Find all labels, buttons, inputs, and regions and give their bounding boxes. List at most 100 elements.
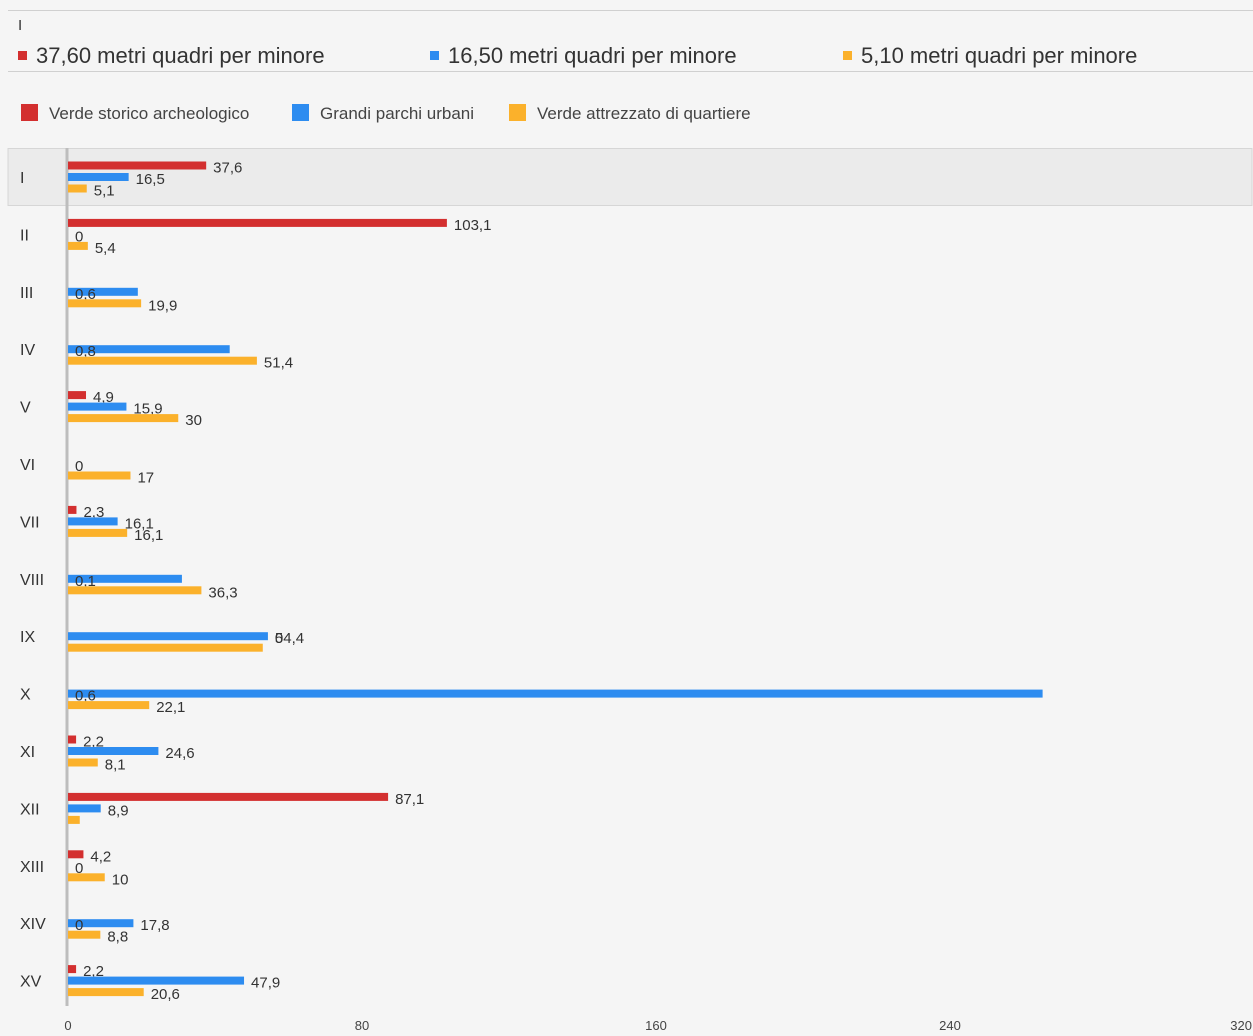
category-label-xii: XII — [20, 801, 40, 818]
value-label-xiii-series-2: 10 — [112, 871, 129, 888]
x-tick-label-80: 80 — [355, 1018, 369, 1033]
category-label-iv: IV — [20, 342, 35, 359]
value-label-xi-series-2: 8,1 — [105, 757, 126, 774]
value-label-i-series-2: 5,1 — [94, 183, 115, 200]
bar-vii-series-0 — [68, 505, 77, 514]
legend-swatch-blue — [292, 104, 309, 122]
tooltip-entry-yellow-label: 5,10 metri quadri per minore — [861, 43, 1138, 68]
value-label-v-series-0: 4,9 — [93, 389, 114, 406]
legend-item-verde-attrezzato[interactable]: Verde attrezzato di quartiere — [509, 104, 751, 124]
category-label-vi: VI — [20, 457, 35, 474]
bar-ii-series-0 — [68, 218, 447, 227]
value-label-end-vii-series-1: 16,1 — [125, 515, 154, 532]
bar-ix-series-2 — [68, 643, 263, 652]
tooltip-entry-yellow: 5,10 metri quadri per minore — [843, 43, 1137, 69]
category-label-viii: VIII — [20, 572, 44, 589]
value-label-vi-series-2: 17 — [137, 470, 154, 487]
bar-xii-series-0 — [68, 792, 389, 801]
value-label-i-series-0: 37,6 — [213, 160, 242, 177]
value-label-x-series-2: 22,1 — [156, 699, 185, 716]
value-label-xiii-series-0: 4,2 — [90, 848, 111, 865]
value-label-xiii-series-1: 0 — [75, 860, 83, 877]
category-label-xv: XV — [20, 974, 42, 991]
bar-iii-series-2 — [68, 299, 142, 308]
value-label-end-xiv-series-1: 17,8 — [140, 917, 169, 934]
value-label-iv-series-2: 51,4 — [264, 355, 293, 372]
bar-vii-series-1 — [68, 517, 118, 526]
bar-viii-series-1 — [68, 574, 182, 583]
x-tick-label-320: 320 — [1230, 1018, 1252, 1033]
bar-i-series-1 — [68, 173, 129, 181]
category-label-x: X — [20, 687, 31, 704]
value-label-xiv-series-2: 8,8 — [107, 929, 128, 946]
category-label-ix: IX — [20, 629, 35, 646]
value-label-ii-series-2: 5,4 — [95, 240, 116, 257]
bar-xiv-series-2 — [68, 930, 101, 939]
bar-vii-series-2 — [68, 528, 128, 537]
tooltip: I 37,60 metri quadri per minore 16,50 me… — [8, 10, 1253, 72]
value-label-xv-series-1: 47,9 — [251, 975, 280, 992]
bar-xi-series-2 — [68, 758, 98, 767]
value-label-xi-series-1: 24,6 — [165, 745, 194, 762]
value-label-xiv-series-1: 0 — [75, 917, 83, 934]
legend-label-verde-attrezzato: Verde attrezzato di quartiere — [537, 104, 751, 123]
category-label-i: I — [20, 170, 24, 187]
legend-item-grandi-parchi[interactable]: Grandi parchi urbani — [292, 104, 474, 124]
value-label-iv-series-1: 0,8 — [75, 343, 96, 360]
bar-v-series-0 — [68, 391, 87, 400]
x-tick-label-0: 0 — [64, 1018, 71, 1033]
legend-label-verde-storico: Verde storico archeologico — [49, 104, 250, 123]
tooltip-entry-blue: 16,50 metri quadri per minore — [430, 43, 737, 69]
bar-xii-series-2 — [68, 815, 80, 824]
bar-viii-series-2 — [68, 586, 202, 595]
value-label-xi-series-0: 2,2 — [83, 734, 104, 751]
value-label-xii-series-0: 87,1 — [395, 791, 424, 808]
value-label-viii-series-1: 0,1 — [75, 573, 96, 590]
category-label-vii: VII — [20, 514, 40, 531]
bar-xiii-series-0 — [68, 850, 84, 859]
value-label-vii-series-0: 2,3 — [83, 504, 104, 521]
value-label-ii-series-0: 103,1 — [454, 217, 492, 234]
value-label-vii-series-2: 16,1 — [134, 527, 163, 544]
bar-v-series-2 — [68, 414, 179, 423]
value-label-xii-series-1: 8,9 — [108, 802, 129, 819]
legend-item-verde-storico[interactable]: Verde storico archeologico — [21, 104, 249, 124]
value-label-v-series-2: 30 — [185, 412, 202, 429]
bar-vi-series-2 — [68, 471, 131, 480]
tooltip-swatch-red — [18, 50, 27, 60]
tooltip-title: I — [18, 17, 23, 34]
bar-ix-series-1 — [68, 632, 268, 641]
bar-xv-series-1 — [68, 976, 245, 985]
bar-x-series-1 — [68, 689, 1043, 698]
bar-xv-series-0 — [68, 965, 77, 974]
bar-iv-series-1 — [68, 345, 230, 354]
tooltip-swatch-yellow — [843, 50, 852, 60]
value-label-end-ix-series-1: 54,4 — [275, 630, 304, 647]
bar-xiv-series-1 — [68, 919, 134, 928]
bar-iii-series-1 — [68, 287, 138, 296]
value-label-iii-series-2: 19,9 — [148, 297, 177, 314]
x-tick-label-240: 240 — [939, 1018, 961, 1033]
bar-xiii-series-2 — [68, 873, 105, 882]
value-label-viii-series-2: 36,3 — [208, 584, 237, 601]
category-label-xi: XI — [20, 744, 35, 761]
bar-x-series-2 — [68, 701, 150, 710]
legend-swatch-red — [21, 104, 38, 122]
tooltip-entry-blue-label: 16,50 metri quadri per minore — [448, 43, 737, 68]
bar-iv-series-2 — [68, 356, 257, 365]
category-label-v: V — [20, 400, 31, 417]
category-label-xiii: XIII — [20, 859, 44, 876]
category-label-iii: III — [20, 285, 33, 302]
tooltip-entry-red: 37,60 metri quadri per minore — [18, 43, 325, 69]
bar-xv-series-2 — [68, 988, 144, 997]
value-label-v-series-1: 15,9 — [133, 401, 162, 418]
bar-ii-series-2 — [68, 241, 88, 250]
legend-label-grandi-parchi: Grandi parchi urbani — [320, 104, 475, 123]
category-label-ii: II — [20, 227, 29, 244]
category-label-xiv: XIV — [20, 916, 46, 933]
bar-xii-series-1 — [68, 804, 101, 813]
value-label-x-series-1: 0,6 — [75, 688, 96, 705]
value-label-i-series-1: 16,5 — [136, 171, 165, 188]
value-label-xv-series-0: 2,2 — [83, 963, 104, 980]
